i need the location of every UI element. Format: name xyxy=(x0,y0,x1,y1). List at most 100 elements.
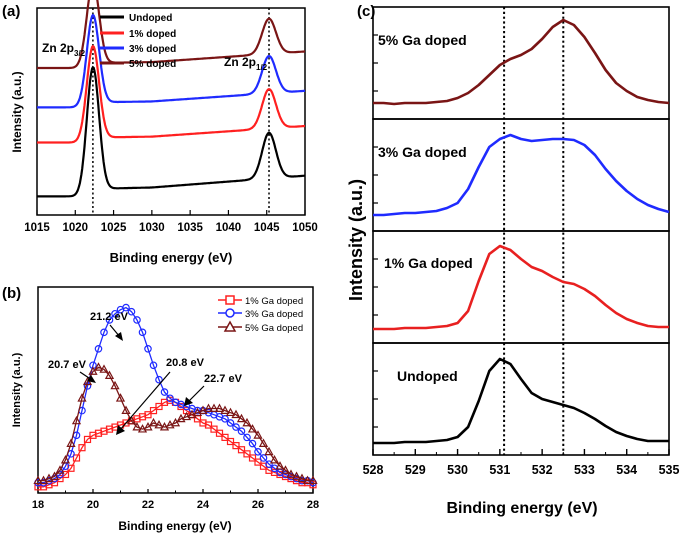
point-b-1-ga-doped-5 xyxy=(61,470,70,479)
arrowhead-b-21-2-icon xyxy=(115,332,123,341)
point-b-5-ga-doped-20 xyxy=(143,422,153,431)
panel-a-reference-lines xyxy=(92,8,270,215)
point-b-5-ga-doped-26 xyxy=(176,413,186,423)
tick-label-a-1050: 1050 xyxy=(292,222,318,234)
panel-b: 18 20 22 24 26 28 1% Ga doped 3% Ga doped 5% … xyxy=(11,286,319,533)
point-b-1-ga-doped-22 xyxy=(155,402,163,411)
annotation-b-20-8: 20.8 eV xyxy=(166,357,205,369)
point-b-3-ga-doped-34 xyxy=(221,415,229,423)
panel-c-frames xyxy=(372,6,670,456)
annotation-zn-2p32-main: Zn 2p xyxy=(42,41,74,55)
arrowhead-b-20-8-icon xyxy=(116,425,125,435)
point-b-3-ga-doped-12 xyxy=(100,328,108,337)
point-b-5-ga-doped-41 xyxy=(258,438,269,447)
subpanel-frame-3-ga-doped xyxy=(372,118,670,232)
legend-b-1pct: 1% Ga doped xyxy=(245,296,303,307)
panel-c-label: (c) xyxy=(357,3,375,20)
legend-a-1pct: 1% doped xyxy=(129,29,176,40)
tick-label-c-528: 528 xyxy=(363,463,384,477)
point-b-5-ga-doped-47 xyxy=(291,471,302,480)
point-b-3-ga-doped-13 xyxy=(105,316,114,324)
point-b-5-ga-doped-43 xyxy=(269,454,280,464)
tick-label-b-20: 20 xyxy=(87,499,99,511)
point-b-5-ga-doped-12 xyxy=(99,364,109,373)
series-c-1-ga-doped xyxy=(373,244,669,331)
arrowhead-b-22-7-icon xyxy=(184,397,193,406)
point-b-1-ga-doped-38 xyxy=(243,450,251,458)
series-a-3-doped xyxy=(37,13,306,109)
panel-a-legend: Undoped 1% doped 3% doped 5% doped xyxy=(100,13,176,70)
point-b-5-ga-doped-3 xyxy=(49,471,60,480)
point-b-5-ga-doped-46 xyxy=(286,469,296,478)
point-b-5-ga-doped-22 xyxy=(154,419,164,429)
series-a-1-doped xyxy=(37,44,305,144)
series-b-5-ga-doped xyxy=(38,366,313,482)
point-b-5-ga-doped-8 xyxy=(77,393,87,402)
tick-label-c-529: 529 xyxy=(405,463,426,477)
point-b-5-ga-doped-11 xyxy=(93,362,104,371)
tick-label-a-1040: 1040 xyxy=(216,222,242,234)
tick-label-b-22: 22 xyxy=(142,499,154,511)
point-b-5-ga-doped-4 xyxy=(55,465,65,474)
point-b-5-ga-doped-30 xyxy=(198,405,208,414)
legend-a-undoped: Undoped xyxy=(129,13,172,24)
point-b-5-ga-doped-44 xyxy=(275,461,285,470)
annotation-zn-2p32: Zn 2p3/2 xyxy=(42,41,86,58)
point-b-3-ga-doped-23 xyxy=(160,388,169,396)
point-b-5-ga-doped-28 xyxy=(187,409,197,419)
panel-a-label: (a) xyxy=(2,3,20,20)
legend-a-3pct: 3% doped xyxy=(129,44,176,55)
point-b-5-ga-doped-21 xyxy=(148,417,159,427)
annotation-b-20-7: 20.7 eV xyxy=(48,359,87,371)
point-b-3-ga-doped-19 xyxy=(138,328,147,337)
legend-b-3pct: 3% Ga doped xyxy=(245,309,303,320)
legend-b-marker-3pct xyxy=(225,308,235,318)
point-b-5-ga-doped-49 xyxy=(302,475,313,485)
tick-label-b-18: 18 xyxy=(32,499,44,511)
tick-label-b-24: 24 xyxy=(197,499,210,511)
point-b-1-ga-doped-7 xyxy=(72,454,81,462)
point-b-5-ga-doped-37 xyxy=(236,413,247,423)
panel-b-series xyxy=(33,303,318,491)
point-b-5-ga-doped-23 xyxy=(159,422,170,431)
point-b-5-ga-doped-39 xyxy=(247,424,258,433)
point-b-3-ga-doped-24 xyxy=(166,394,174,403)
point-b-5-ga-doped-6 xyxy=(66,438,76,447)
panel-c-xlabel: Binding energy (eV) xyxy=(446,500,597,517)
subpanel-label-3pct: 3% Ga doped xyxy=(378,144,467,160)
point-b-5-ga-doped-2 xyxy=(44,473,54,482)
tick-label-c-533: 533 xyxy=(574,463,595,477)
point-b-5-ga-doped-13 xyxy=(104,370,115,379)
panel-a-ylabel: Intensity (a.u.) xyxy=(10,71,24,152)
tick-label-c-530: 530 xyxy=(447,463,468,477)
point-b-3-ga-doped-38 xyxy=(243,433,251,442)
point-b-1-ga-doped-32 xyxy=(210,425,218,433)
panel-b-legend: 1% Ga doped 3% Ga doped 5% Ga doped xyxy=(218,295,303,334)
panel-c: 528 529 530 531 532 533 534 535 5% Ga doped 3% … xyxy=(346,6,679,517)
point-b-3-ga-doped-14 xyxy=(111,309,119,318)
panel-c-series xyxy=(373,18,670,445)
panel-b-ylabel: Intensity (a.u.) xyxy=(11,352,23,427)
series-a-5-doped xyxy=(37,0,305,70)
point-b-5-ga-doped-0 xyxy=(33,475,43,485)
panel-b-label: (b) xyxy=(2,285,21,302)
series-c-5-ga-doped xyxy=(373,18,670,106)
point-b-3-ga-doped-18 xyxy=(133,316,141,324)
point-b-5-ga-doped-35 xyxy=(225,407,236,417)
subpanel-frame-1-ga-doped xyxy=(372,230,670,344)
subpanel-label-undoped: Undoped xyxy=(397,368,458,384)
annotation-b-21-2: 21.2 eV xyxy=(90,311,129,323)
subpanel-frame-undoped xyxy=(372,342,670,456)
point-b-5-ga-doped-10 xyxy=(88,366,98,375)
tick-label-b-26: 26 xyxy=(252,499,264,511)
tick-label-c-531: 531 xyxy=(489,463,510,477)
series-b-3-ga-doped xyxy=(38,306,314,484)
point-b-5-ga-doped-29 xyxy=(192,407,203,417)
point-b-5-ga-doped-32 xyxy=(209,403,219,412)
panel-a-frame xyxy=(36,7,306,216)
point-b-5-ga-doped-27 xyxy=(181,411,192,421)
tick-label-c-532: 532 xyxy=(532,463,553,477)
point-b-5-ga-doped-25 xyxy=(170,417,181,427)
tick-label-a-1015: 1015 xyxy=(24,222,50,234)
